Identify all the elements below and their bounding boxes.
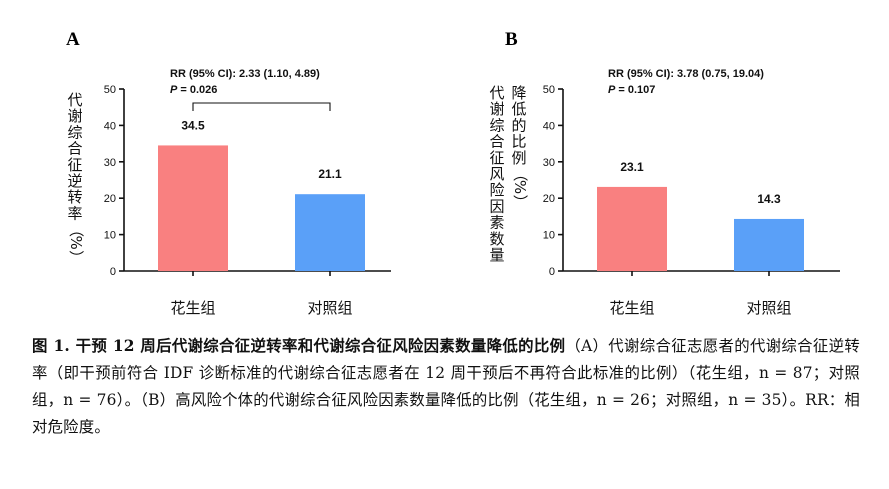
panel-a-y-tick-label: 30: [104, 157, 116, 169]
panel-a-y-tick-label: 40: [104, 120, 116, 132]
panel-a-ylabel-char: 率: [67, 204, 82, 222]
panel-b-ylabel-char: 合: [489, 133, 504, 151]
panel-b-ylabel-char: %: [511, 180, 529, 194]
panel-b-bar-0: [597, 186, 667, 271]
panel-b-y-tick-label: 40: [543, 120, 555, 132]
panel-b-bars: 23.1 14.3: [597, 160, 804, 271]
panel-b-ylabel-char: 征: [489, 149, 504, 167]
panel-a-bars: 34.5 21.1: [158, 102, 365, 271]
panel-b-ylabel-char: 险: [489, 181, 504, 199]
panel-a-value-label-1: 21.1: [318, 167, 342, 181]
panel-a-rr-text: RR (95% CI): 2.33 (1.10, 4.89): [170, 68, 320, 80]
panel-a-ylabel: 代谢综合征逆转率（%）: [67, 91, 85, 265]
panel-b-y-tick-label: 10: [543, 230, 555, 242]
panel-a-category-label-0: 花生组: [170, 299, 215, 317]
panel-a-label: A: [66, 29, 80, 50]
panel-b-ylabel-char: 量: [489, 246, 504, 264]
panel-b-ylabel-char: 比: [511, 133, 526, 151]
panel-b-p-label: P: [608, 84, 616, 96]
panel-b-ylabel-char: 低: [511, 100, 526, 118]
panel-a-significance-bracket: [192, 102, 331, 111]
panel-a-value-label-0: 34.5: [181, 118, 205, 132]
panel-b-y-axis: 0 10 20 30 40 50 花生组 对照组: [543, 84, 840, 317]
panel-b-ylabel-char: 的: [511, 116, 526, 134]
panel-b-value-label-0: 23.1: [620, 160, 644, 174]
panel-a-ylabel-char: 征: [67, 156, 82, 174]
panel-b-ylabel-char: 素: [489, 214, 504, 232]
panel-b-ylabel-char: （: [511, 166, 529, 181]
panel-a-ylabel-char: %: [67, 235, 85, 249]
panel-b-ylabel-char: ）: [511, 194, 529, 209]
panel-b-label: B: [505, 29, 518, 50]
panel-b-stats: RR (95% CI): 3.78 (0.75, 19.04) P = 0.10…: [608, 68, 764, 96]
panel-b-p-value: = 0.107: [615, 84, 655, 96]
panel-a-y-tick-label: 0: [110, 266, 116, 278]
panel-b-ylabel-char: 风: [489, 165, 504, 183]
figure-caption: 图 1. 干预 12 周后代谢综合征逆转率和代谢综合征风险因素数量降低的比例（A…: [32, 333, 860, 441]
caption-body: （A）代谢综合征志愿者的代谢综合征逆转率（即干预前符合 IDF 诊断标准的代谢综…: [32, 337, 860, 436]
panel-a-ylabel-char: 谢: [67, 107, 82, 125]
panel-a-ylabel-char: 代: [67, 91, 82, 109]
panel-a-ylabel-char: 逆: [67, 172, 82, 190]
panel-b-ylabel-char: 例: [511, 149, 526, 167]
panel-a-y-axis: 0 10 20 30 40 50 花生组 对照组: [104, 84, 391, 317]
panel-a-ylabel-char: （: [67, 222, 85, 237]
panel-a-bar-1: [295, 194, 365, 271]
panel-a-stats: RR (95% CI): 2.33 (1.10, 4.89) P = 0.026: [170, 68, 320, 96]
panel-b-ylabel-char: 谢: [489, 100, 504, 118]
panel-a-y-tick-label: 20: [104, 193, 116, 205]
panel-a-ylabel-char: 合: [67, 140, 82, 158]
panel-a-y-tick-label: 50: [104, 84, 116, 96]
panel-b-ylabel-char: 代: [489, 84, 504, 102]
panel-a-category-label-1: 对照组: [307, 299, 352, 317]
panel-b-rr-text: RR (95% CI): 3.78 (0.75, 19.04): [608, 68, 764, 80]
panel-b-ylabel-char: 因: [489, 197, 504, 215]
panel-a-p-label: P: [170, 84, 178, 96]
panel-a-ylabel-char: ）: [67, 250, 85, 265]
panel-b-ylabel: 代谢综合征风险因素数量 降低的比例（%）: [489, 84, 529, 264]
panel-a-bar-0: [158, 145, 228, 271]
panel-b-value-label-1: 14.3: [757, 192, 781, 206]
panel-b-y-tick-label: 20: [543, 193, 555, 205]
panel-b-bar-1: [734, 218, 804, 271]
panel-a-ylabel-char: 转: [67, 188, 82, 206]
panel-b-category-label-0: 花生组: [609, 299, 654, 317]
panel-b-category-label-1: 对照组: [746, 299, 791, 317]
panel-b-ylabel-char: 降: [511, 84, 526, 102]
panel-a: A 代谢综合征逆转率（%） 0 10 20 30 40 50 花生组 对照组 34.5 21.1…: [66, 29, 391, 317]
panel-a-p-text: P = 0.026: [170, 84, 217, 96]
panel-b-y-tick-label: 0: [549, 266, 555, 278]
panel-b-ylabel-char: 综: [489, 116, 504, 134]
panel-b-y-tick-label: 50: [543, 84, 555, 96]
caption-title: 图 1. 干预 12 周后代谢综合征逆转率和代谢综合征风险因素数量降低的比例: [32, 337, 566, 355]
panel-a-ylabel-char: 综: [67, 123, 82, 141]
panel-b-y-tick-label: 30: [543, 157, 555, 169]
panel-a-y-tick-label: 10: [104, 230, 116, 242]
panel-b-ylabel-char: 数: [489, 230, 504, 248]
panel-a-p-value: = 0.026: [177, 84, 217, 96]
panel-b-p-text: P = 0.107: [608, 84, 655, 96]
